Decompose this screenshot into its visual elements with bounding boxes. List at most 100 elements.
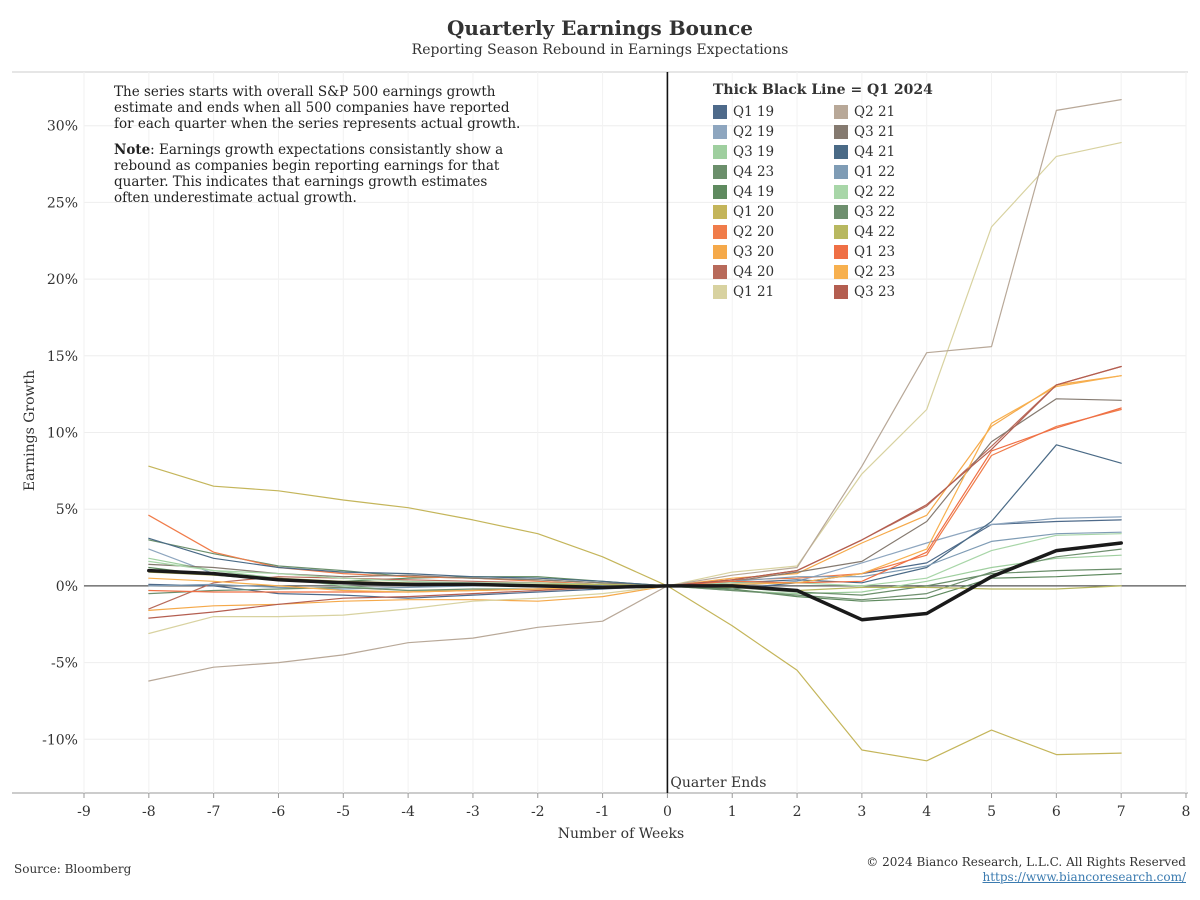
legend-item: Q1 22 [834, 162, 934, 182]
legend: Thick Black Line = Q1 2024 Q1 19 Q2 21 Q2 … [713, 82, 933, 302]
legend-swatch [713, 205, 727, 219]
legend-item: Q4 23 [713, 162, 834, 182]
x-tick-label: -7 [207, 804, 221, 820]
copyright-block: © 2024 Bianco Research, L.L.C. All Right… [866, 855, 1186, 885]
legend-item: Q1 19 [713, 102, 834, 122]
legend-swatch [834, 245, 848, 259]
legend-grid: Q1 19 Q2 21 Q2 19 Q3 21 Q3 19 Q4 21 Q4 23 Q1 22… [713, 102, 933, 302]
x-tick-label: 4 [922, 804, 931, 820]
note-text: : Earnings growth expectations consistan… [114, 142, 504, 206]
legend-item: Q3 19 [713, 142, 834, 162]
y-tick-label: 15% [47, 349, 78, 365]
x-tick-label: -4 [401, 804, 415, 820]
legend-item: Q4 20 [713, 262, 834, 282]
legend-item: Q3 20 [713, 242, 834, 262]
x-tick-label: 6 [1052, 804, 1061, 820]
legend-swatch [834, 105, 848, 119]
x-tick-label: 5 [987, 804, 996, 820]
series-line-q2-21 [148, 98, 1122, 682]
series-line-q1-2024 [147, 541, 1123, 622]
note-paragraph-2: Note: Earnings growth expectations consi… [114, 142, 524, 206]
legend-swatch [713, 185, 727, 199]
legend-label: Q1 21 [733, 284, 775, 300]
legend-item: Q2 23 [834, 262, 934, 282]
series-line-q2-20 [148, 408, 1122, 587]
legend-swatch [713, 265, 727, 279]
chart-subtitle: Reporting Season Rebound in Earnings Exp… [411, 42, 789, 58]
legend-label: Q2 22 [854, 184, 896, 200]
source-note: Source: Bloomberg [14, 862, 132, 876]
series-line-q2-19 [148, 516, 1122, 587]
website-link[interactable]: https://www.biancoresearch.com/ [982, 870, 1186, 884]
x-tick-label: 2 [793, 804, 802, 820]
legend-item: Q4 19 [713, 182, 834, 202]
legend-swatch [713, 125, 727, 139]
legend-swatch [713, 285, 727, 299]
legend-swatch [834, 165, 848, 179]
series-line-q4-21 [148, 444, 1122, 587]
legend-label: Q1 23 [854, 244, 896, 260]
legend-label: Q4 21 [854, 144, 896, 160]
y-tick-label: 30% [47, 119, 78, 135]
legend-item: Q2 21 [834, 102, 934, 122]
x-tick-label: -6 [272, 804, 286, 820]
x-tick-label: -2 [531, 804, 545, 820]
x-tick-label: -9 [77, 804, 91, 820]
legend-label: Q1 19 [733, 104, 775, 120]
legend-swatch [834, 145, 848, 159]
y-tick-label: -5% [51, 656, 78, 672]
legend-item: Q1 23 [834, 242, 934, 262]
series-line-q3-20 [148, 375, 1122, 612]
x-tick-label: 3 [857, 804, 866, 820]
y-tick-label: 5% [56, 502, 78, 518]
legend-label: Q2 19 [733, 124, 775, 140]
x-tick-label: -3 [466, 804, 480, 820]
legend-item: Q2 19 [713, 122, 834, 142]
annotation-note: The series starts with overall S&P 500 e… [114, 84, 524, 216]
legend-title: Thick Black Line = Q1 2024 [713, 82, 933, 98]
legend-swatch [713, 245, 727, 259]
legend-item: Q4 21 [834, 142, 934, 162]
legend-swatch [713, 165, 727, 179]
x-tick-label: 0 [663, 804, 672, 820]
legend-item: Q2 22 [834, 182, 934, 202]
legend-swatch [834, 225, 848, 239]
legend-item: Q3 23 [834, 282, 934, 302]
y-axis-title: Earnings Growth [22, 370, 38, 491]
series-line-q1-23 [148, 407, 1122, 593]
legend-swatch [713, 225, 727, 239]
legend-label: Q4 22 [854, 224, 896, 240]
legend-label: Q4 23 [733, 164, 775, 180]
legend-label: Q2 20 [733, 224, 775, 240]
series-line-q4-20 [148, 365, 1122, 610]
x-tick-label: 1 [728, 804, 737, 820]
legend-swatch [834, 265, 848, 279]
series-line-q3-21 [148, 398, 1122, 587]
legend-swatch [834, 125, 848, 139]
note-label: Note [114, 142, 151, 158]
chart-title: Quarterly Earnings Bounce [447, 16, 753, 40]
legend-item: Q4 22 [834, 222, 934, 242]
legend-item: Q2 20 [713, 222, 834, 242]
legend-label: Q1 22 [854, 164, 896, 180]
legend-label: Q2 21 [854, 104, 896, 120]
legend-swatch [834, 285, 848, 299]
legend-label: Q3 22 [854, 204, 896, 220]
y-tick-label: 25% [47, 195, 78, 211]
series-line-q2-23 [148, 375, 1122, 593]
legend-swatch [713, 105, 727, 119]
legend-swatch [834, 185, 848, 199]
legend-label: Q3 21 [854, 124, 896, 140]
legend-item: Q1 20 [713, 202, 834, 222]
x-tick-label: 7 [1117, 804, 1126, 820]
legend-label: Q4 19 [733, 184, 775, 200]
legend-swatch [713, 145, 727, 159]
x-axis-title: Number of Weeks [558, 826, 684, 842]
copyright-text: © 2024 Bianco Research, L.L.C. All Right… [866, 855, 1186, 869]
legend-swatch [834, 205, 848, 219]
x-tick-label: -1 [596, 804, 610, 820]
quarter-end-label: Quarter Ends [670, 775, 766, 791]
series-line-q1-21 [148, 142, 1122, 635]
note-paragraph-1: The series starts with overall S&P 500 e… [114, 84, 521, 132]
legend-label: Q3 20 [733, 244, 775, 260]
